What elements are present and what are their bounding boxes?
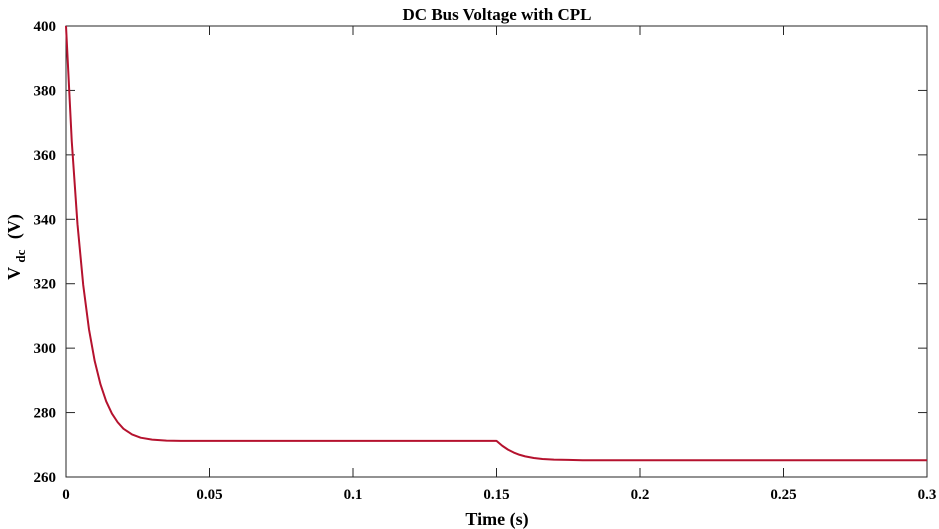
y-axis-label-main: V (4, 267, 24, 280)
x-tick-label: 0.15 (483, 487, 509, 503)
series-line (65, 25, 927, 462)
y-tick-label: 320 (34, 277, 57, 293)
y-tick-label: 400 (34, 19, 57, 35)
x-axis-label: Time (s) (465, 509, 528, 529)
y-tick-label: 360 (34, 148, 57, 164)
y-tick-label: 280 (34, 406, 57, 422)
y-tick-label: 340 (34, 212, 57, 228)
x-tick-label: 0.05 (196, 487, 222, 503)
chart-title: DC Bus Voltage with CPL (403, 5, 592, 24)
series-layer (65, 25, 927, 462)
x-tick-label: 0.3 (918, 487, 937, 503)
x-tick-label: 0.1 (344, 487, 363, 503)
x-tick-label: 0.25 (770, 487, 796, 503)
x-tick-label: 0 (62, 487, 70, 503)
x-tick-label: 0.2 (631, 487, 650, 503)
y-tick-label: 380 (34, 83, 57, 99)
y-axis-ticks: 260 280 300 320 340 360 380 400 (34, 19, 927, 486)
x-axis-ticks: 0 0.05 0.1 0.15 0.2 0.25 0.3 (62, 26, 936, 503)
y-axis-label: V dc (V) (4, 214, 29, 280)
y-tick-label: 260 (34, 470, 57, 486)
y-axis-label-sub: dc (13, 249, 28, 262)
y-axis-label-unit: (V) (4, 214, 25, 239)
y-tick-label: 300 (34, 341, 57, 357)
